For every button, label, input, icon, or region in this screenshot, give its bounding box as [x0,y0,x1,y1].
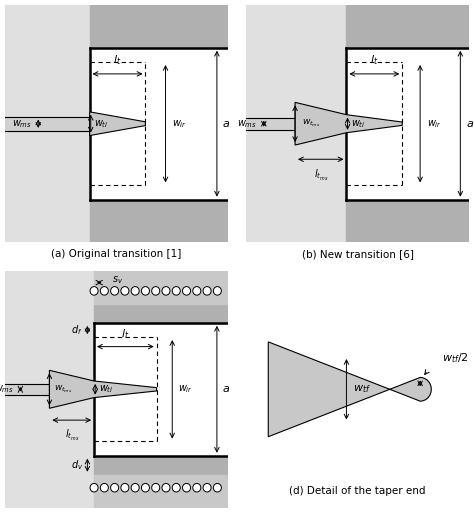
Bar [94,475,228,508]
Bar [246,118,295,130]
Text: $a$: $a$ [222,119,230,129]
Text: $w_{ti}$: $w_{ti}$ [94,118,109,130]
Text: $w_{ir}$: $w_{ir}$ [172,118,187,130]
Text: $s_v$: $s_v$ [112,274,123,286]
Text: $w_{ti}$: $w_{ti}$ [351,118,365,130]
Text: $w_{ms}$: $w_{ms}$ [0,383,14,395]
Circle shape [90,287,98,295]
Circle shape [90,483,98,492]
Text: $w_{tf}$: $w_{tf}$ [353,383,371,395]
Circle shape [203,287,211,295]
Circle shape [162,287,170,295]
Circle shape [193,287,201,295]
Bar [90,48,228,200]
Circle shape [131,483,139,492]
Circle shape [110,287,118,295]
Polygon shape [49,370,156,408]
Text: $w_{ir}$: $w_{ir}$ [427,118,442,130]
Text: $l_{t_{ms}}$: $l_{t_{ms}}$ [313,168,328,183]
Circle shape [152,287,160,295]
Polygon shape [268,342,431,437]
Text: $w_{ir}$: $w_{ir}$ [178,383,193,395]
Polygon shape [90,112,146,135]
Circle shape [152,483,160,492]
Circle shape [172,483,180,492]
Bar [246,5,346,242]
Text: $w_{ti}$: $w_{ti}$ [99,383,113,395]
Bar [94,304,228,323]
Bar [5,271,94,508]
Circle shape [121,483,129,492]
Text: (d) Detail of the taper end: (d) Detail of the taper end [289,486,426,496]
Circle shape [162,483,170,492]
Polygon shape [295,103,402,145]
Bar [5,384,49,394]
Text: $w_{ms}$: $w_{ms}$ [11,118,32,130]
Circle shape [172,287,180,295]
Circle shape [182,483,191,492]
Text: $l_t$: $l_t$ [370,53,379,67]
Bar [90,5,228,48]
Bar [346,200,469,242]
Circle shape [213,483,221,492]
Circle shape [100,483,109,492]
Circle shape [131,287,139,295]
Text: $a$: $a$ [222,384,230,394]
Bar [5,116,90,131]
Bar [5,5,90,242]
Bar [346,48,469,200]
Circle shape [203,483,211,492]
Text: $w_{t_{ms}}$: $w_{t_{ms}}$ [54,384,72,395]
Text: (a) Original transition [1]: (a) Original transition [1] [51,249,182,260]
Text: $l_{t_{ms}}$: $l_{t_{ms}}$ [64,428,79,443]
Circle shape [141,483,149,492]
Text: $a$: $a$ [466,119,474,129]
Text: $w_{tf}/2$: $w_{tf}/2$ [442,351,469,365]
Text: $l_t$: $l_t$ [121,327,129,341]
Bar [346,5,469,48]
Text: $w_{ms}$: $w_{ms}$ [237,118,257,130]
Circle shape [193,483,201,492]
Text: $d_f$: $d_f$ [72,323,83,337]
Text: $w_{t_{ms}}$: $w_{t_{ms}}$ [302,118,320,129]
Circle shape [213,287,221,295]
Circle shape [121,287,129,295]
Text: $l_t$: $l_t$ [113,53,122,67]
Bar [94,271,228,304]
Text: $d_v$: $d_v$ [71,458,83,472]
Circle shape [182,287,191,295]
Circle shape [110,483,118,492]
Bar [90,200,228,242]
Bar [94,323,228,456]
Text: (b) New transition [6]: (b) New transition [6] [301,249,414,260]
Circle shape [141,287,149,295]
Bar [94,456,228,475]
Circle shape [100,287,109,295]
